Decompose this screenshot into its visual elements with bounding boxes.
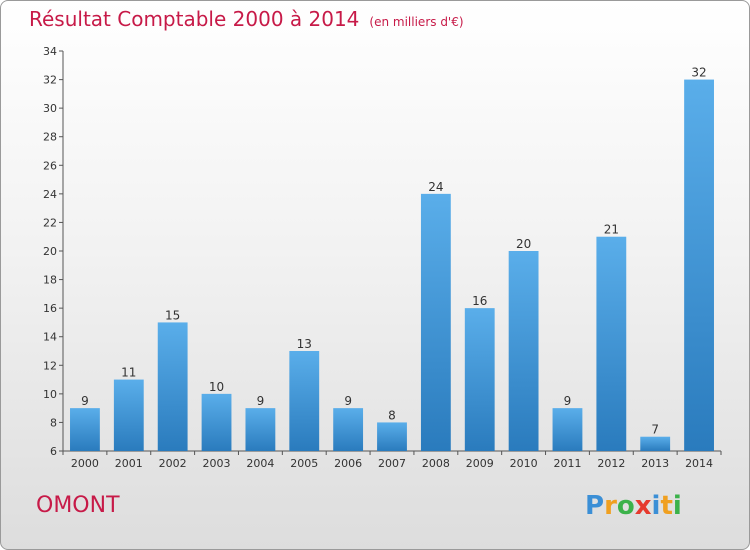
y-tick-label: 26 bbox=[43, 159, 57, 172]
bar-value-label: 9 bbox=[344, 394, 352, 408]
bar-value-label: 9 bbox=[257, 394, 265, 408]
x-tick-label: 2003 bbox=[203, 457, 231, 470]
bars: 9 11 15 10 9 13 9 8 24 16 20 9 21 7 32 bbox=[70, 66, 714, 452]
commune-name: OMONT bbox=[36, 493, 120, 518]
x-tick-label: 2010 bbox=[510, 457, 538, 470]
chart-title-text: Résultat Comptable 2000 à 2014 bbox=[29, 7, 360, 31]
x-tick-label: 2000 bbox=[71, 457, 99, 470]
y-tick-label: 32 bbox=[43, 74, 57, 87]
bar-2013 bbox=[640, 436, 671, 451]
x-tick-label: 2008 bbox=[422, 457, 450, 470]
x-axis: 2000 2001 2002 2003 2004 2005 2006 2007 2008 2009… bbox=[62, 450, 722, 470]
bar-value-label: 16 bbox=[472, 294, 487, 308]
x-tick-label: 2011 bbox=[553, 457, 581, 470]
chart-title: Résultat Comptable 2000 à 2014 (en millie… bbox=[29, 7, 464, 31]
y-tick-label: 28 bbox=[43, 131, 57, 144]
bar-2000 bbox=[70, 408, 100, 451]
x-tick-label: 2009 bbox=[466, 457, 494, 470]
bar-2003 bbox=[201, 393, 232, 451]
logo-letter: P bbox=[585, 491, 605, 521]
bar-2006 bbox=[333, 408, 364, 451]
bar-2011 bbox=[552, 408, 583, 451]
proxiti-logo: Proxiti bbox=[585, 491, 682, 521]
chart-subtitle: (en milliers d'€) bbox=[369, 15, 464, 29]
y-tick-label: 8 bbox=[50, 416, 57, 429]
bar-value-label: 21 bbox=[604, 223, 619, 237]
bar-2001 bbox=[113, 379, 144, 451]
bar-2010 bbox=[508, 251, 539, 451]
bar-2008 bbox=[420, 193, 451, 451]
bar-value-label: 8 bbox=[388, 408, 396, 422]
y-tick-label: 30 bbox=[43, 102, 57, 115]
bar-value-label: 20 bbox=[516, 237, 531, 251]
y-tick-label: 22 bbox=[43, 216, 57, 229]
y-tick-label: 16 bbox=[43, 302, 57, 315]
bar-2007 bbox=[377, 422, 407, 451]
x-tick-label: 2004 bbox=[246, 457, 274, 470]
y-tick-label: 12 bbox=[43, 359, 57, 372]
y-tick-label: 10 bbox=[43, 388, 57, 401]
x-tick-label: 2007 bbox=[378, 457, 406, 470]
logo-letter: i bbox=[672, 491, 682, 521]
bar-2012 bbox=[596, 236, 627, 451]
bar-value-label: 7 bbox=[651, 423, 659, 437]
y-tick-label: 20 bbox=[43, 245, 57, 258]
x-tick-label: 2002 bbox=[159, 457, 187, 470]
bar-value-label: 24 bbox=[428, 180, 443, 194]
x-tick-label: 2014 bbox=[685, 457, 713, 470]
y-tick-label: 18 bbox=[43, 274, 57, 287]
y-tick-label: 24 bbox=[43, 188, 57, 201]
bar-2009 bbox=[464, 308, 495, 451]
bar-2004 bbox=[245, 408, 276, 451]
logo-letter: o bbox=[616, 491, 635, 521]
bar-2005 bbox=[289, 351, 320, 451]
x-tick-label: 2005 bbox=[290, 457, 318, 470]
y-tick-label: 34 bbox=[43, 45, 57, 58]
bar-2002 bbox=[157, 322, 188, 451]
logo-letter: t bbox=[660, 491, 673, 521]
bar-value-label: 9 bbox=[81, 394, 89, 408]
bar-2014 bbox=[684, 79, 714, 452]
x-tick-label: 2001 bbox=[115, 457, 143, 470]
bar-value-label: 10 bbox=[209, 380, 224, 394]
x-tick-label: 2013 bbox=[641, 457, 669, 470]
bar-value-label: 11 bbox=[121, 366, 136, 380]
bar-value-label: 9 bbox=[564, 394, 572, 408]
x-tick-label: 2012 bbox=[597, 457, 625, 470]
bar-value-label: 13 bbox=[297, 337, 312, 351]
logo-letter: i bbox=[651, 491, 661, 521]
bar-value-label: 15 bbox=[165, 308, 180, 322]
y-axis: 6 8 10 12 14 16 18 20 22 24 26 28 30 32 34 bbox=[43, 45, 64, 458]
bar-value-label: 32 bbox=[691, 66, 706, 80]
y-tick-label: 6 bbox=[50, 445, 57, 458]
logo-letter: r bbox=[604, 491, 617, 521]
y-tick-label: 14 bbox=[43, 331, 57, 344]
logo-letter: x bbox=[634, 491, 652, 521]
x-tick-label: 2006 bbox=[334, 457, 362, 470]
